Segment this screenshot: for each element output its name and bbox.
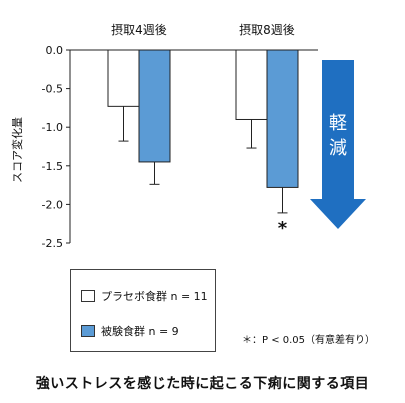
category-label: 摂取8週後: [239, 22, 295, 37]
y-tick-label: -1.0: [42, 121, 63, 134]
bar-placebo: [107, 49, 140, 107]
y-tick-label: -2.0: [42, 198, 63, 211]
legend-item-test: 被験食群 n = 9: [81, 323, 179, 339]
y-tick-label: -0.5: [42, 83, 63, 96]
y-tick-label: 0.0: [46, 44, 64, 57]
bar-test: [138, 49, 171, 163]
legend-item-placebo: プラセボ食群 n = 11: [81, 288, 208, 304]
significance-marker: *: [278, 218, 288, 239]
y-axis-label: スコア変化量: [10, 117, 24, 183]
y-tick-label: -1.5: [42, 160, 63, 173]
legend-label-placebo: プラセボ食群 n = 11: [101, 290, 208, 303]
chart-svg: 0.0 -0.5 -1.0 -1.5 -2.0 -2.5 スコア変化量 摂取4週後 摂取8週後 *…: [10, 22, 366, 250]
category-label: 摂取4週後: [111, 22, 167, 37]
arrow-label-char: 軽: [329, 113, 347, 134]
bar-placebo: [235, 49, 268, 120]
legend-swatch-test: [81, 325, 95, 337]
bar-test: [266, 49, 299, 188]
legend-swatch-placebo: [81, 290, 95, 302]
arrow-label-char: 減: [329, 138, 347, 159]
legend-label-test: 被験食群 n = 9: [101, 325, 179, 338]
significance-note: ＊：P < 0.05（有意差有り）: [242, 335, 376, 346]
reduction-arrow-icon: [310, 60, 366, 229]
legend: プラセボ食群 n = 11 被験食群 n = 9: [70, 269, 216, 352]
footer-title: 強いストレスを感じた時に起こる下痢に関する項目: [35, 376, 370, 392]
y-tick-label: -2.5: [42, 237, 63, 250]
